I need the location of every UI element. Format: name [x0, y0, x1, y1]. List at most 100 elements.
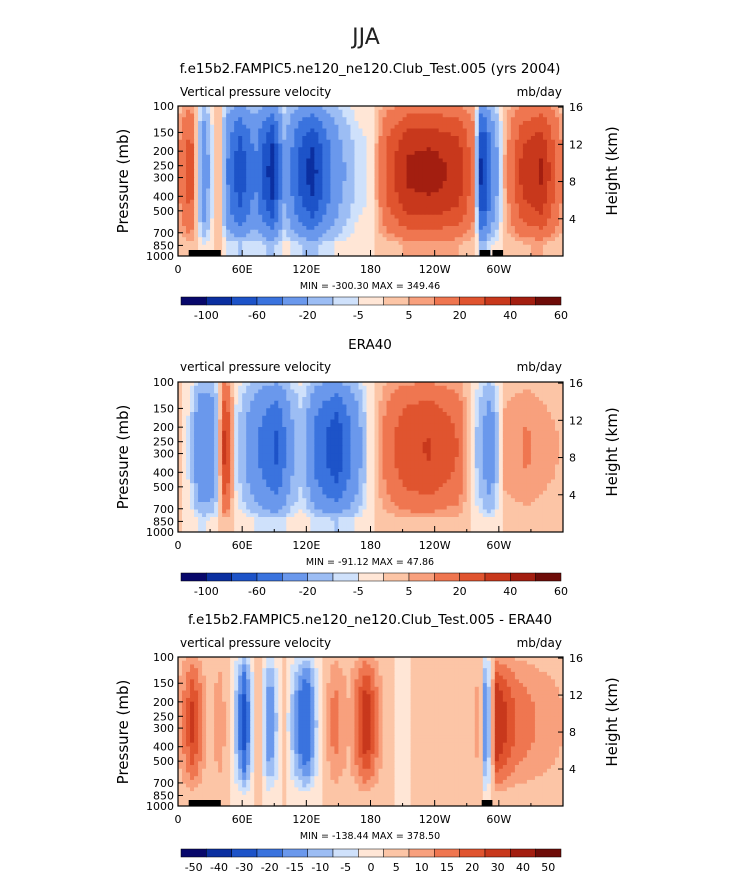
field-cell: [250, 158, 255, 163]
field-cell: [318, 203, 323, 208]
field-cell: [410, 188, 416, 193]
field-cell: [358, 233, 364, 238]
field-cell: [490, 412, 496, 417]
field-cell: [486, 192, 492, 197]
field-cell: [502, 203, 508, 208]
field-cell: [382, 404, 388, 409]
field-cell: [354, 389, 360, 394]
field-cell: [266, 199, 271, 205]
field-cell: [314, 173, 319, 178]
field-cell: [558, 147, 563, 152]
field-cell: [466, 415, 472, 421]
field-cell: [314, 218, 319, 223]
field-cell: [186, 109, 191, 115]
field-cell: [246, 196, 251, 201]
field-cell: [258, 132, 263, 137]
field-cell: [522, 241, 528, 246]
field-cell: [270, 218, 275, 223]
field-cell: [446, 166, 452, 171]
field-cell: [510, 139, 516, 145]
field-cell: [266, 136, 271, 141]
field-cell: [518, 404, 524, 409]
field-cell: [370, 415, 376, 421]
field-cell: [430, 241, 436, 246]
field-cell: [330, 397, 336, 402]
field-cell: [302, 237, 307, 242]
field-cell: [498, 166, 504, 171]
field-cell: [338, 139, 344, 145]
field-cell: [322, 181, 327, 186]
field-cell: [530, 181, 536, 186]
field-cell: [182, 188, 187, 193]
field-cell: [326, 207, 331, 212]
field-cell: [462, 248, 468, 253]
field-cell: [326, 214, 331, 220]
field-cell: [506, 415, 512, 421]
field-cell: [322, 419, 327, 424]
field-cell: [302, 412, 307, 417]
field-cell: [278, 147, 283, 152]
field-cell: [486, 412, 492, 417]
field-cell: [226, 404, 231, 409]
field-cell: [502, 139, 508, 145]
field-cell: [470, 106, 476, 111]
field-cell: [314, 233, 319, 238]
field-cell: [302, 139, 307, 145]
field-cell: [202, 113, 207, 118]
field-cell: [210, 393, 215, 398]
field-cell: [254, 169, 259, 175]
field-cell: [282, 412, 287, 417]
field-cell: [410, 117, 416, 122]
field-cell: [310, 139, 315, 145]
field-cell: [430, 132, 436, 137]
field-cell: [478, 412, 484, 417]
field-cell: [386, 199, 392, 205]
field-cell: [246, 393, 251, 398]
field-cell: [206, 143, 211, 148]
field-cell: [266, 218, 271, 223]
field-cell: [558, 404, 563, 409]
field-cell: [494, 147, 500, 152]
field-cell: [334, 196, 340, 201]
field-cell: [294, 419, 299, 424]
field-cell: [378, 412, 384, 417]
field-cell: [442, 229, 448, 235]
field-cell: [330, 226, 336, 231]
field-cell: [202, 151, 207, 156]
field-cell: [402, 400, 408, 406]
field-cell: [246, 400, 251, 406]
field-cell: [186, 203, 191, 208]
field-cell: [186, 196, 191, 201]
field-cell: [506, 397, 512, 402]
field-cell: [282, 143, 287, 148]
field-cell: [394, 132, 400, 137]
field-cell: [466, 124, 472, 130]
field-cell: [414, 177, 420, 182]
field-cell: [214, 151, 219, 156]
field-cell: [498, 226, 504, 231]
field-cell: [550, 211, 556, 216]
field-cell: [242, 113, 247, 118]
field-cell: [410, 382, 416, 387]
field-cell: [222, 158, 227, 163]
field-cell: [190, 181, 195, 186]
field-cell: [334, 121, 340, 126]
field-cell: [254, 196, 259, 201]
field-cell: [346, 151, 352, 156]
field-cell: [358, 184, 364, 190]
x-tick-label: 180: [360, 263, 381, 276]
field-cell: [554, 177, 560, 182]
field-cell: [426, 404, 432, 409]
field-cell: [258, 188, 263, 193]
field-cell: [482, 147, 488, 152]
field-cell: [250, 199, 255, 205]
field-cell: [466, 400, 472, 406]
field-cell: [274, 169, 279, 175]
field-cell: [206, 192, 211, 197]
field-cell: [270, 400, 275, 406]
field-cell: [382, 415, 388, 421]
field-cell: [318, 121, 323, 126]
field-cell: [394, 117, 400, 122]
field-cell: [246, 218, 251, 223]
field-cell: [254, 226, 259, 231]
